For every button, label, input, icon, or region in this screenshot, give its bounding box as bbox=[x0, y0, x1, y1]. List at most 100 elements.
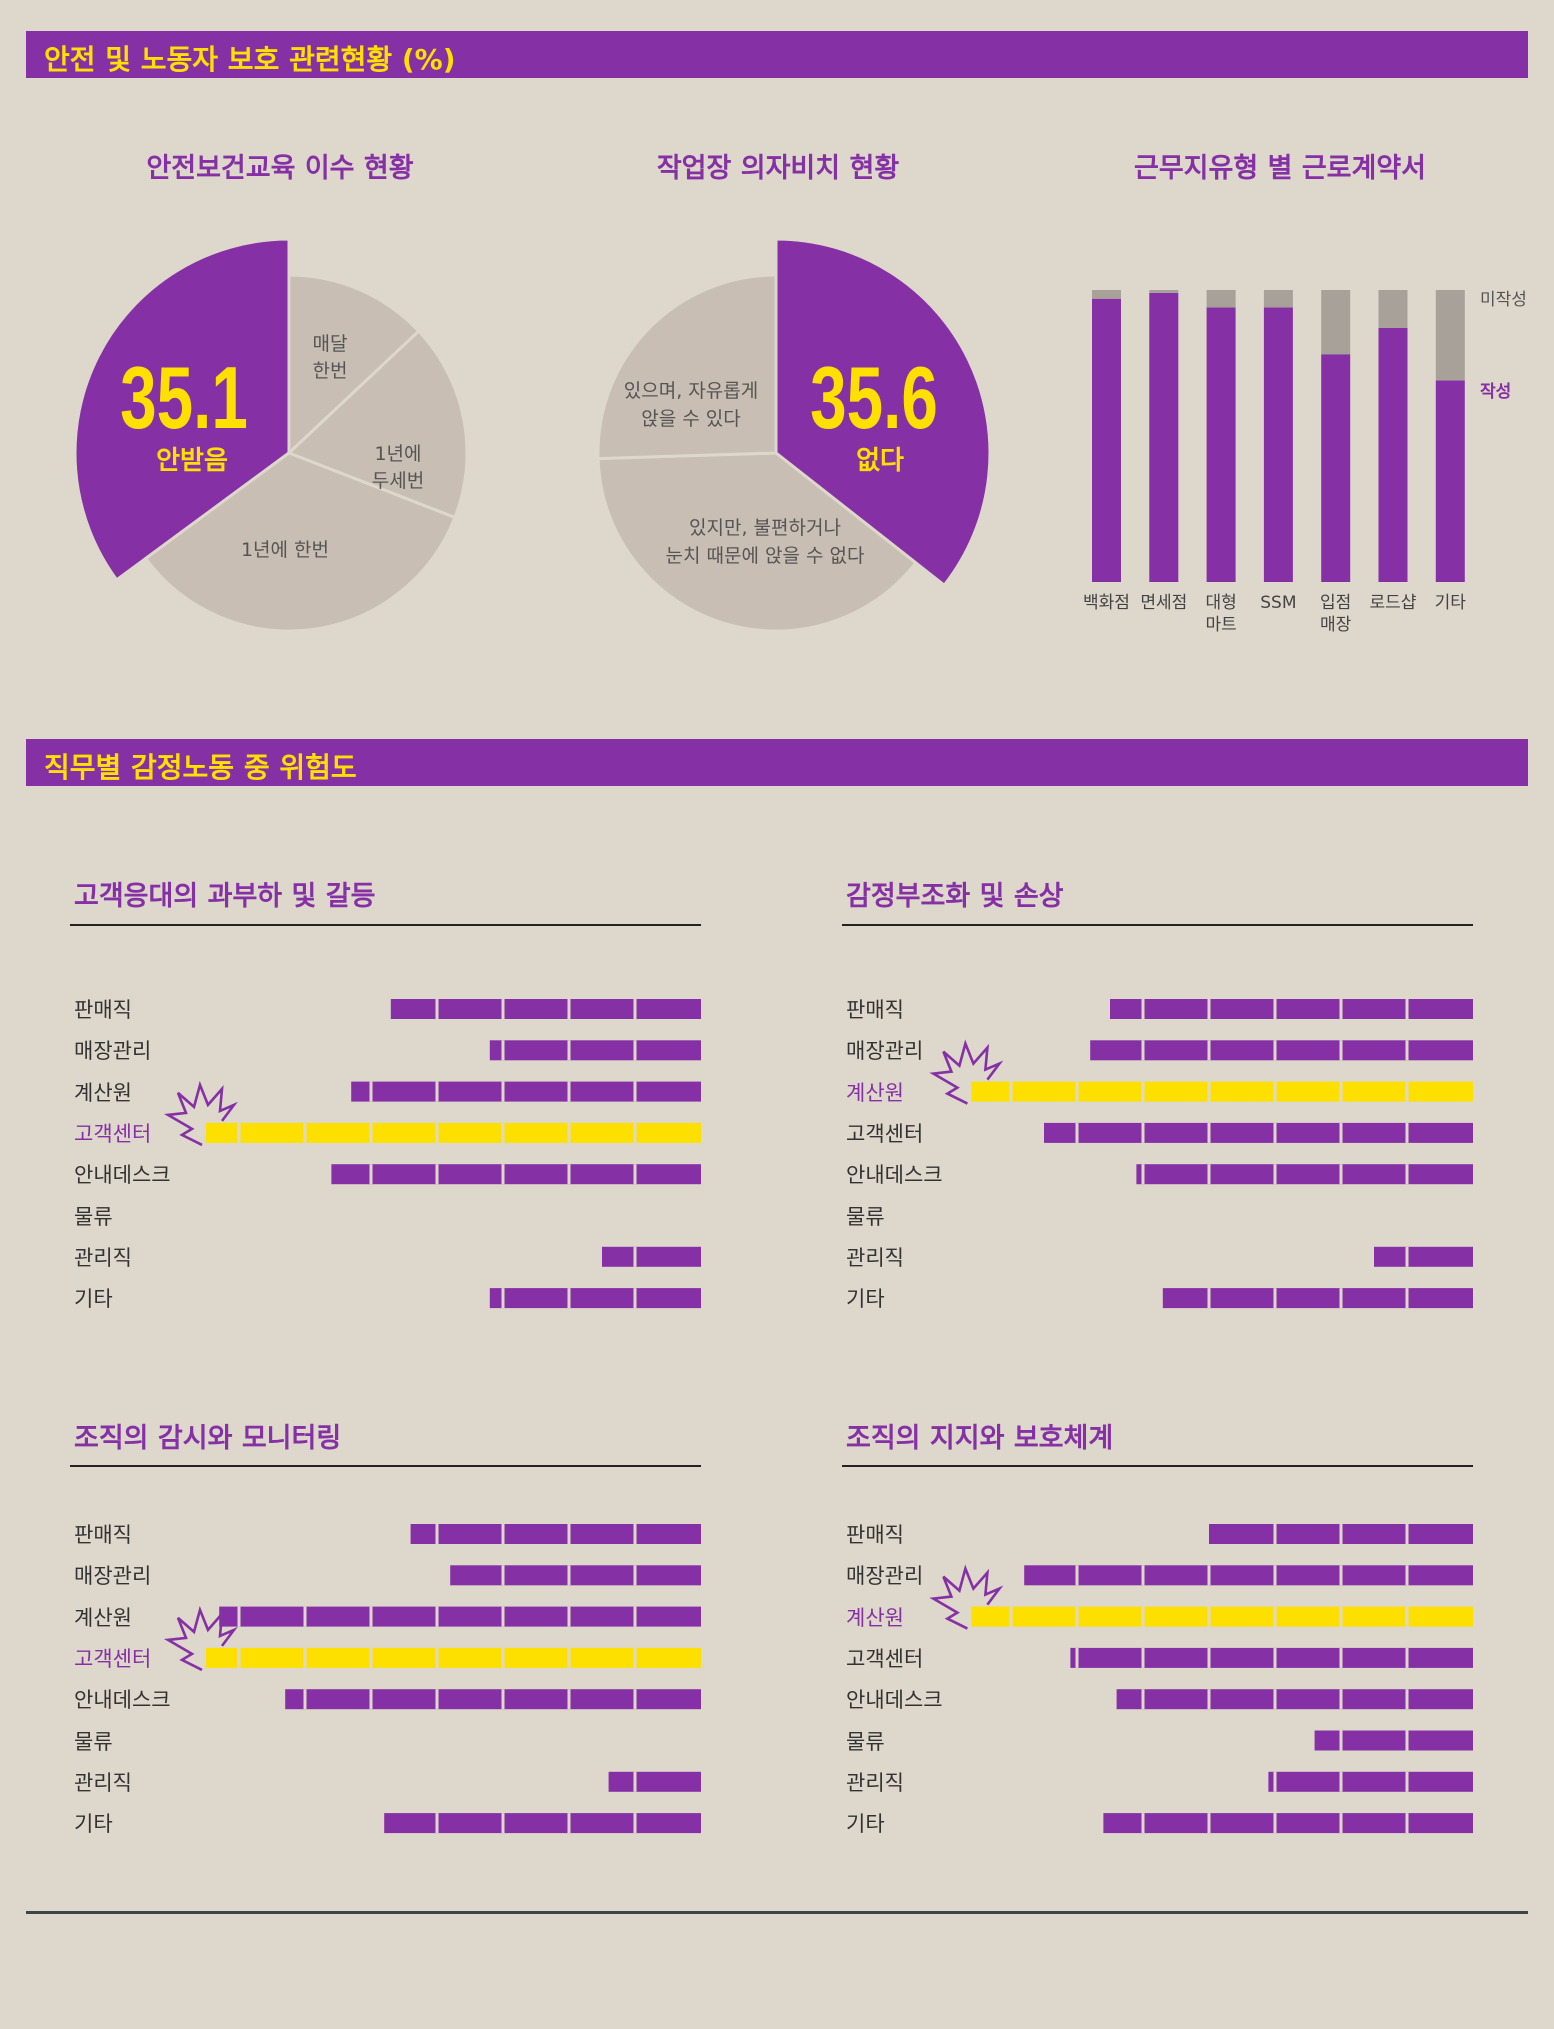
pie-big-value: 35.6 bbox=[810, 350, 938, 448]
bar-segment-gap bbox=[1141, 1565, 1145, 1586]
bar-written bbox=[1149, 292, 1179, 582]
bar-segment-gap bbox=[1273, 1565, 1277, 1586]
bar-unwritten bbox=[1378, 290, 1408, 328]
bar-segment-gap bbox=[369, 1122, 373, 1143]
bar-segment-gap bbox=[567, 1647, 571, 1668]
pie-slice-highlight bbox=[774, 237, 992, 588]
bar-segment-gap bbox=[1141, 1606, 1145, 1627]
bar-segment-gap bbox=[435, 999, 439, 1019]
bar-segment-gap bbox=[1339, 1689, 1343, 1710]
bar-segment-gap bbox=[633, 1606, 637, 1627]
row-label: 판매직 bbox=[74, 998, 132, 1022]
bar-segment-gap bbox=[1339, 1081, 1343, 1102]
burst-icon bbox=[163, 1080, 238, 1147]
x-tick-label: 대형 마트 bbox=[1205, 593, 1236, 635]
bar-segment-gap bbox=[567, 1081, 571, 1102]
x-tick-label: 입점 매장 bbox=[1320, 593, 1352, 635]
bar-segment-gap bbox=[501, 1081, 505, 1102]
bar-segment-gap bbox=[237, 1606, 241, 1627]
chart-title-contract: 근무지유형 별 근로계약서 bbox=[1133, 153, 1427, 184]
bar-segment-gap bbox=[567, 1164, 571, 1185]
bar-segment-gap bbox=[1075, 1081, 1079, 1102]
panel-rule bbox=[842, 1465, 1473, 1467]
bar-segment-gap bbox=[1273, 1288, 1277, 1309]
panel-rule bbox=[70, 1465, 701, 1467]
bar-segment-gap bbox=[1339, 999, 1343, 1019]
bar-segment-gap bbox=[1207, 1813, 1211, 1834]
row-label: 고객센터 bbox=[846, 1646, 924, 1671]
bar-segment-gap bbox=[1075, 1565, 1079, 1586]
bar bbox=[602, 1246, 701, 1267]
row-label: 고객센터 bbox=[74, 1121, 152, 1146]
bar-written bbox=[1092, 298, 1121, 582]
bar-segment-gap bbox=[1141, 1647, 1145, 1668]
bar-written bbox=[1206, 307, 1236, 582]
bottom-divider bbox=[26, 1911, 1528, 1914]
x-tick-label-line: 로드샵 bbox=[1370, 593, 1417, 613]
bar bbox=[1024, 1565, 1473, 1586]
bar-segment-gap bbox=[1405, 1730, 1409, 1751]
row-label: 매장관리 bbox=[846, 1564, 924, 1589]
bar-segment-gap bbox=[369, 1689, 373, 1710]
bar-segment-gap bbox=[1339, 1164, 1343, 1185]
row-label: 물류 bbox=[74, 1729, 113, 1754]
bar-segment-gap bbox=[1075, 1122, 1079, 1143]
pie-slice-label-line: 있으며, 자유롭게 bbox=[624, 380, 758, 402]
bar-highlight bbox=[971, 1081, 1473, 1102]
row-label: 안내데스크 bbox=[74, 1688, 171, 1713]
legend-written: 작성 bbox=[1480, 382, 1511, 402]
panel-title-dissonance: 감정부조화 및 손상 bbox=[846, 881, 1064, 912]
bar-segment-gap bbox=[633, 1813, 637, 1834]
bar-segment-gap bbox=[501, 1565, 505, 1586]
pie-slice-label: 1년에 한번 bbox=[241, 539, 329, 561]
bar-segment-gap bbox=[1273, 1647, 1277, 1668]
bar-segment-gap bbox=[1405, 1040, 1409, 1061]
bar bbox=[410, 1524, 701, 1544]
bar-segment-gap bbox=[1273, 1164, 1277, 1185]
x-tick-label: 로드샵 bbox=[1370, 593, 1417, 613]
bar-segment-gap bbox=[1405, 1246, 1409, 1267]
bar-segment-gap bbox=[237, 1647, 241, 1668]
bar-segment-gap bbox=[501, 1524, 505, 1544]
bar-segment-gap bbox=[501, 1647, 505, 1668]
row-label: 안내데스크 bbox=[846, 1163, 943, 1188]
bar-segment-gap bbox=[1405, 1524, 1409, 1544]
bar-unwritten bbox=[1263, 290, 1293, 308]
bar-segment-gap bbox=[501, 1164, 505, 1185]
bar-segment-gap bbox=[237, 1122, 241, 1143]
bar-segment-gap bbox=[501, 1288, 505, 1309]
bar-segment-gap bbox=[633, 999, 637, 1019]
bar-segment-gap bbox=[435, 1524, 439, 1544]
bar-highlight bbox=[206, 1122, 701, 1143]
bar-segment-gap bbox=[567, 1122, 571, 1143]
section-banner-safety: 안전 및 노동자 보호 관련현황 (%) bbox=[26, 31, 1528, 78]
pie-slice bbox=[287, 273, 421, 457]
bar-segment-gap bbox=[1273, 1122, 1277, 1143]
bar-segment-gap bbox=[1339, 1813, 1343, 1834]
x-tick-label-line: 마트 bbox=[1205, 615, 1236, 635]
pie-slice bbox=[143, 451, 457, 633]
bar bbox=[285, 1689, 701, 1710]
bar-segment-gap bbox=[369, 1081, 373, 1102]
bar-segment-gap bbox=[633, 1771, 637, 1792]
bar-segment-gap bbox=[1339, 1040, 1343, 1061]
row-label: 관리직 bbox=[74, 1770, 132, 1795]
bar-segment-gap bbox=[567, 1565, 571, 1586]
bar-segment-gap bbox=[1273, 1040, 1277, 1061]
bar-segment-gap bbox=[633, 1040, 637, 1061]
bar-segment-gap bbox=[1339, 1288, 1343, 1309]
bar-segment-gap bbox=[435, 1081, 439, 1102]
bar-segment-gap bbox=[633, 1647, 637, 1668]
bar-segment-gap bbox=[435, 1689, 439, 1710]
row-label: 매장관리 bbox=[846, 1039, 924, 1064]
bar-written bbox=[1321, 354, 1351, 582]
bar-segment-gap bbox=[501, 1122, 505, 1143]
bar-segment-gap bbox=[1207, 1606, 1211, 1627]
row-label: 계산원 bbox=[846, 1605, 904, 1630]
bar-segment-gap bbox=[1339, 1606, 1343, 1627]
pie-chart-chair: 있지만, 불편하거나 눈치 때문에 앉을 수 없다 있으며, 자유롭게 앉을 수 있다… bbox=[596, 237, 992, 633]
bar-segment-gap bbox=[1339, 1771, 1343, 1792]
bar-highlight bbox=[206, 1647, 701, 1668]
bar-segment-gap bbox=[303, 1647, 307, 1668]
